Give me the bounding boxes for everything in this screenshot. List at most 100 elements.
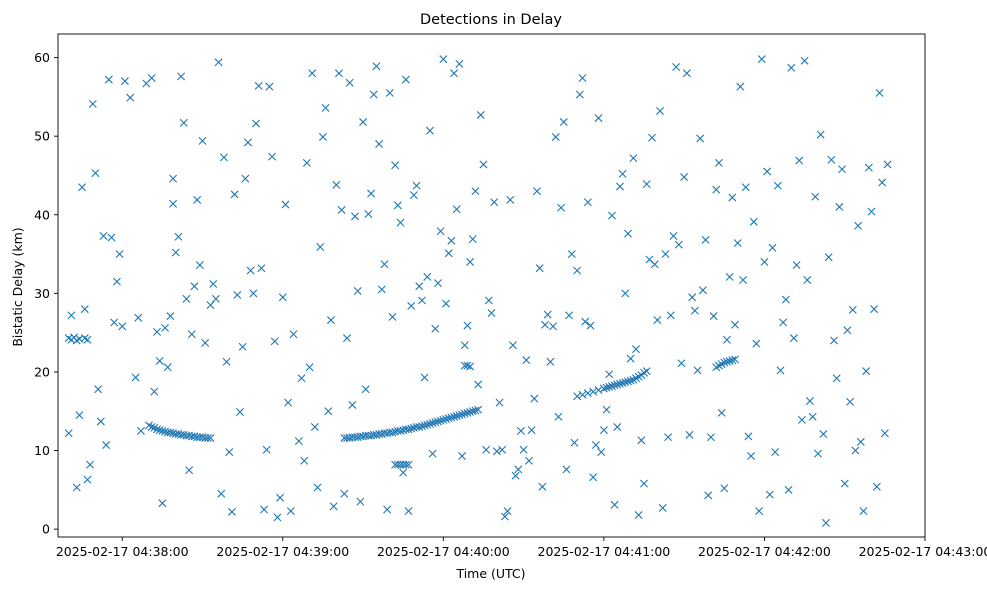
- data-point: [158, 499, 167, 508]
- data-point: [765, 490, 774, 499]
- data-point: [463, 321, 472, 330]
- data-point: [720, 484, 729, 493]
- data-point: [153, 327, 161, 336]
- data-point: [717, 408, 726, 417]
- data-point: [238, 342, 247, 351]
- data-point: [88, 99, 97, 108]
- data-point: [155, 426, 164, 435]
- data-point: [203, 433, 212, 442]
- data-point: [241, 174, 250, 183]
- data-point: [83, 335, 92, 344]
- data-point: [388, 428, 397, 437]
- data-point: [838, 165, 847, 174]
- data-point: [334, 69, 343, 78]
- axes: 2025-02-17 04:38:00 2025-02-17 04:39:00 20…: [34, 33, 987, 559]
- data-point: [741, 183, 750, 192]
- data-point: [94, 385, 103, 394]
- data-point: [340, 489, 349, 498]
- data-point: [482, 445, 491, 454]
- data-point: [270, 337, 279, 346]
- data-points: [64, 55, 892, 527]
- data-point: [656, 107, 665, 116]
- data-point: [252, 119, 261, 128]
- data-point: [578, 390, 587, 399]
- data-point: [447, 413, 456, 422]
- data-point: [436, 227, 445, 236]
- data-point: [361, 385, 370, 394]
- data-point: [680, 173, 689, 182]
- data-point: [524, 456, 533, 465]
- data-point: [302, 158, 311, 167]
- data-point: [549, 322, 558, 331]
- data-point: [359, 118, 368, 127]
- data-point: [739, 276, 748, 284]
- data-point: [468, 235, 477, 244]
- data-point: [166, 428, 175, 437]
- x-tick-label: 2025-02-17 04:40:00: [377, 544, 510, 559]
- data-point: [294, 437, 303, 446]
- data-point: [337, 206, 346, 215]
- data-point: [613, 380, 622, 389]
- data-point: [455, 59, 464, 68]
- data-point: [567, 250, 576, 259]
- data-point: [393, 201, 402, 210]
- data-point: [444, 249, 453, 258]
- data-point: [605, 382, 614, 391]
- data-point: [217, 489, 226, 498]
- data-point: [688, 293, 697, 302]
- data-point: [570, 438, 579, 447]
- data-point: [864, 163, 873, 172]
- data-point: [179, 118, 188, 127]
- data-point: [468, 407, 477, 416]
- data-point: [439, 415, 448, 424]
- data-point: [439, 55, 448, 64]
- data-point: [615, 379, 624, 388]
- data-point: [776, 366, 785, 375]
- data-point: [425, 126, 434, 135]
- data-point: [674, 240, 683, 249]
- data-point: [134, 313, 143, 322]
- data-point: [712, 185, 721, 194]
- data-point: [672, 63, 681, 71]
- data-point: [744, 432, 753, 441]
- data-point: [479, 160, 488, 169]
- data-point: [503, 507, 512, 516]
- data-point: [169, 174, 178, 183]
- data-point: [343, 334, 351, 343]
- data-point: [380, 260, 389, 269]
- data-point: [578, 74, 587, 83]
- data-point: [755, 507, 764, 516]
- data-point: [131, 373, 140, 382]
- data-point: [720, 358, 729, 367]
- data-point: [420, 421, 429, 430]
- data-point: [511, 471, 520, 480]
- data-point: [372, 62, 381, 71]
- data-point: [843, 326, 852, 335]
- data-point: [613, 422, 622, 431]
- data-point: [706, 433, 715, 442]
- data-point: [819, 430, 828, 439]
- data-point: [284, 398, 293, 407]
- data-point: [500, 512, 509, 521]
- data-point: [586, 321, 595, 330]
- data-point: [423, 420, 432, 429]
- data-point: [615, 182, 624, 191]
- data-point: [709, 312, 718, 321]
- data-point: [297, 374, 306, 383]
- data-point: [642, 180, 651, 189]
- data-point: [867, 207, 876, 216]
- data-point: [383, 505, 392, 514]
- data-point: [417, 422, 426, 431]
- data-point: [749, 217, 758, 226]
- data-point: [607, 382, 616, 391]
- data-point: [557, 203, 566, 212]
- data-point: [538, 482, 547, 491]
- data-point: [407, 424, 416, 433]
- data-point: [535, 264, 544, 273]
- data-point: [822, 518, 830, 527]
- data-point: [177, 72, 186, 81]
- data-point: [698, 286, 707, 295]
- data-point: [385, 88, 394, 97]
- data-point: [391, 161, 400, 170]
- data-point: [610, 500, 619, 509]
